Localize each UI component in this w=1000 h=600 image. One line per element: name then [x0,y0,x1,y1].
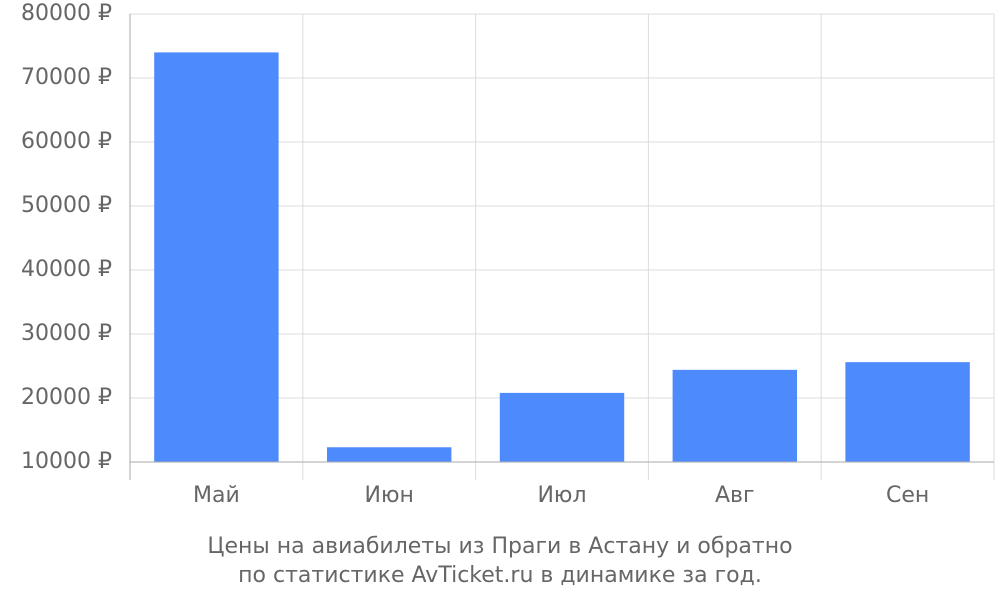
y-tick-label: 70000 ₽ [21,65,112,90]
caption-line: по статистике AvTicket.ru в динамике за … [238,563,762,588]
y-tick-label: 80000 ₽ [21,1,112,26]
bar [672,369,798,462]
y-tick-label: 40000 ₽ [21,257,112,282]
y-tick-label: 50000 ₽ [21,193,112,218]
caption-line: Цены на авиабилеты из Праги в Астану и о… [207,534,792,559]
bar [845,362,970,462]
y-tick-label: 60000 ₽ [21,129,112,154]
bar [154,52,279,463]
y-tick-label: 30000 ₽ [21,321,112,346]
x-tick-label: Авг [715,483,755,508]
y-tick-label: 20000 ₽ [21,385,112,410]
x-tick-label: Май [193,483,240,508]
bar [499,392,625,462]
x-tick-label: Июл [537,483,586,508]
x-tick-label: Сен [886,483,929,508]
x-tick-label: Июн [365,483,414,508]
bar [326,447,452,462]
y-tick-label: 10000 ₽ [21,449,112,474]
